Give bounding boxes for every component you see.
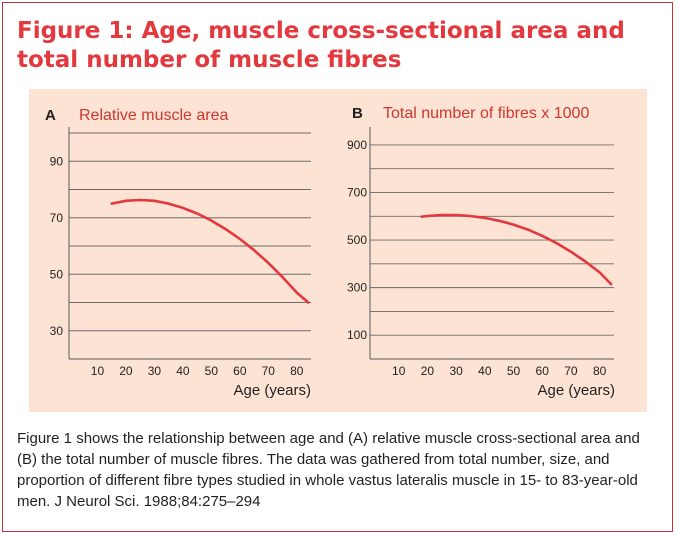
chart-b-x-tick-label: 70 [564,364,578,378]
figure-caption: Figure 1 shows the relationship between … [17,430,640,510]
chart-b-x-tick-label: 50 [507,364,521,378]
chart-a-series-line [110,198,310,304]
chart-b-x-tick-label: 40 [478,364,492,378]
chart-b-x-tick-label: 10 [392,364,406,378]
chart-a-y-tick-label: 90 [50,154,64,168]
chart-b-y-tick-label: 900 [347,138,367,152]
figure-title: Figure 1: Age, muscle cross-sectional ar… [17,18,625,73]
chart-a-x-tick-label: 30 [148,364,162,378]
chart-b-x-axis-label: Age (years) [537,382,615,399]
chart-a-x-tick-label: 70 [262,364,276,378]
chart-b-x-tick-label: 20 [421,364,435,378]
chart-a-x-tick-label: 40 [176,364,190,378]
chart-b-series-line [420,213,613,286]
chart-a-panel-letter: A [45,107,56,124]
chart-a-x-tick-label: 20 [119,364,133,378]
chart-a-x-tick-label: 60 [233,364,247,378]
chart-a-y-tick-label: 50 [50,267,64,281]
chart-b-y-tick-label: 700 [347,185,367,199]
charts-svg: A Relative muscle area 30 50 70 90 10 20 30 40 50 6… [45,105,615,399]
chart-b-x-tick-label: 60 [536,364,550,378]
chart-b-y-tick-label: 300 [347,281,367,295]
chart-a-x-tick-label: 80 [290,364,304,378]
chart-b-y-tick-label: 500 [347,233,367,247]
chart-b-panel-letter: B [352,105,363,122]
chart-a-y-tick-label: 30 [50,324,64,338]
chart-a-title: Relative muscle area [79,107,229,124]
chart-b-x-tick-label: 30 [449,364,463,378]
chart-a-x-tick-label: 10 [91,364,105,378]
chart-a-x-axis-label: Age (years) [233,382,311,399]
chart-b-title: Total number of fibres x 1000 [383,105,589,122]
chart-b-x-tick-label: 80 [593,364,607,378]
chart-panel: A Relative muscle area 30 50 70 90 10 20 30 40 50 6… [29,89,647,412]
chart-a-x-tick-label: 50 [205,364,219,378]
chart-a-y-tick-label: 70 [50,211,64,225]
chart-b-y-tick-label: 100 [347,328,367,342]
